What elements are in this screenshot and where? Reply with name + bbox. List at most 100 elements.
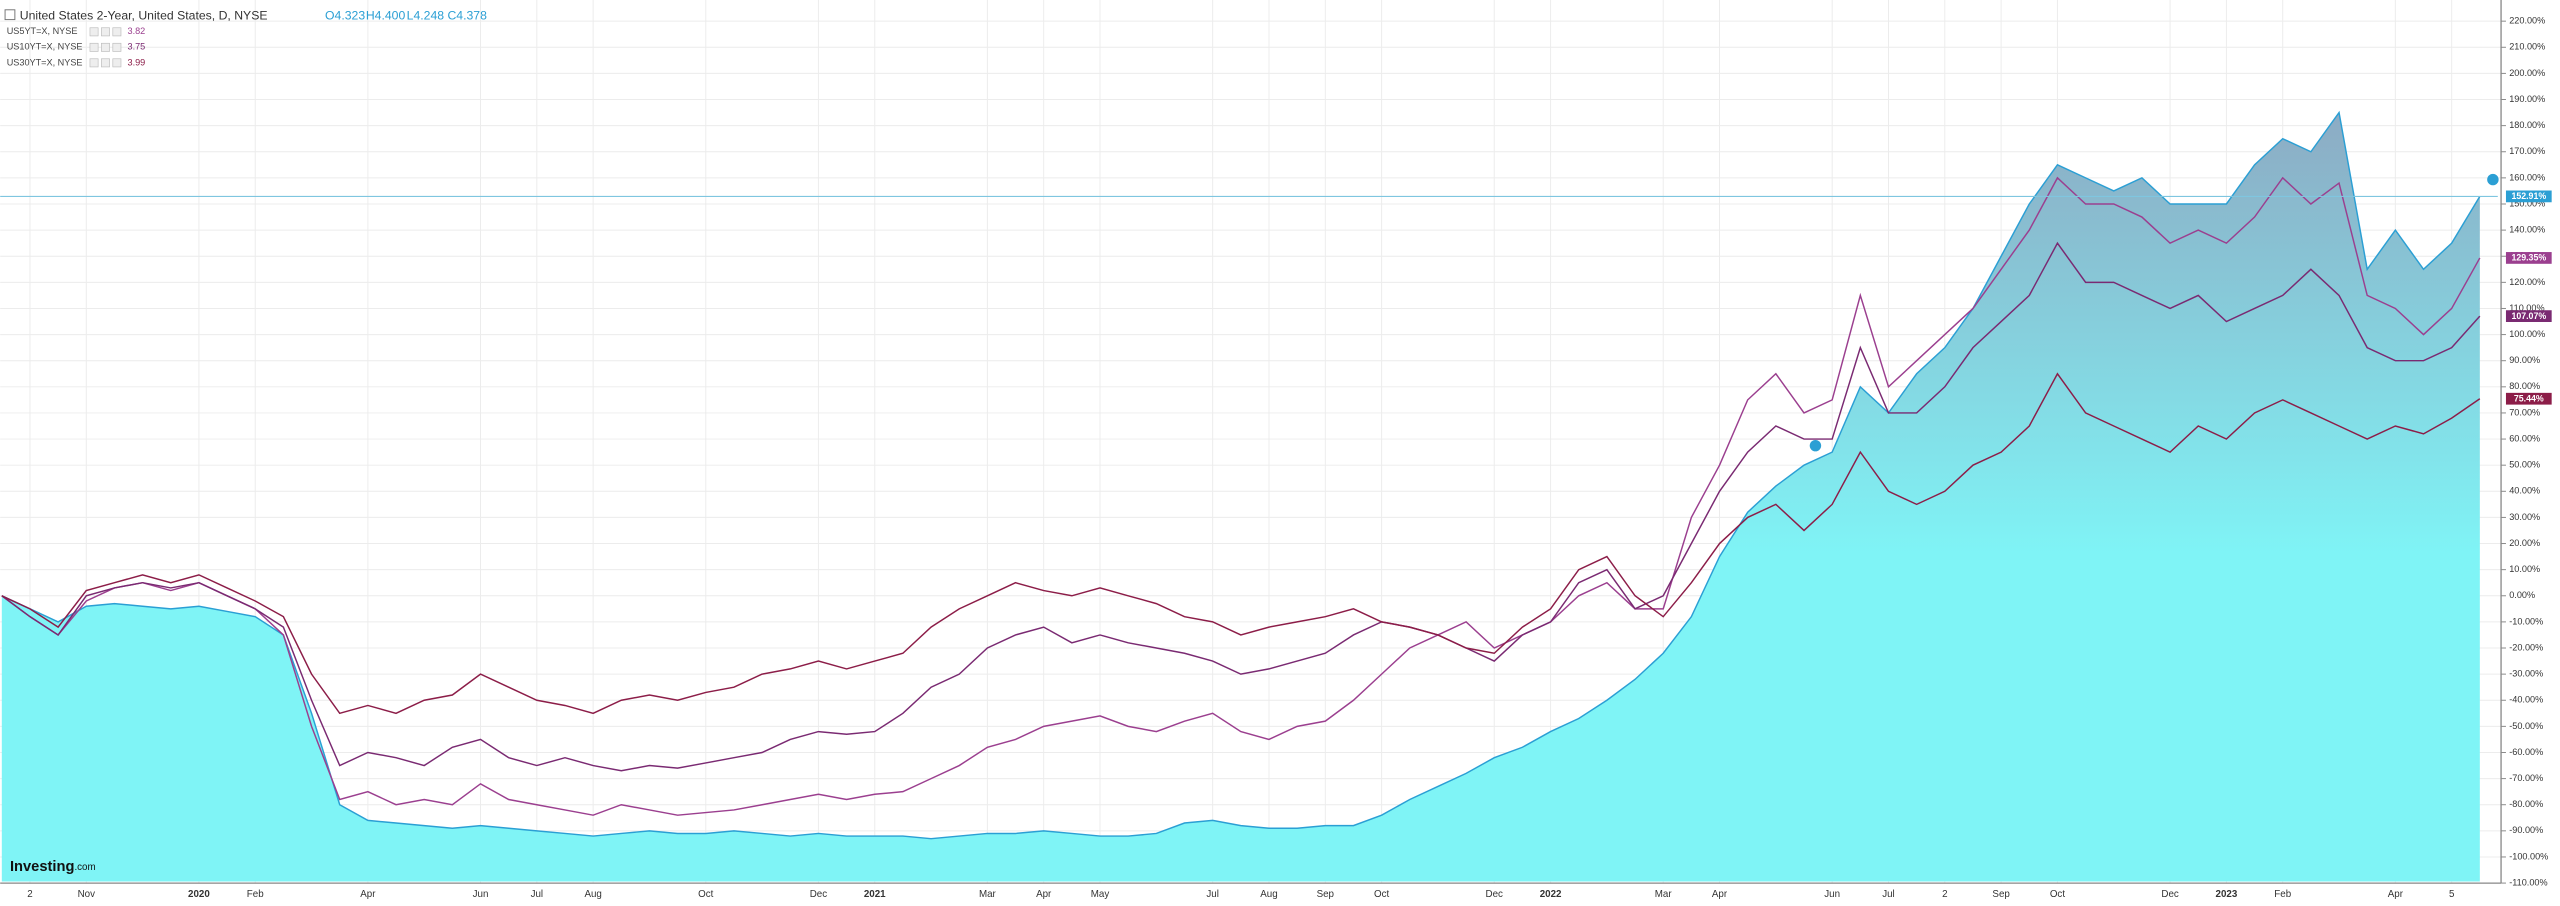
x-tick-label: Apr [360, 889, 376, 900]
legend-icon [112, 42, 122, 52]
last-value-box [2505, 252, 2552, 264]
y-tick-label: 160.00% [2509, 172, 2545, 182]
y-tick-label: 120.00% [2509, 277, 2545, 287]
x-tick-label: Oct [1374, 889, 1389, 900]
y-tick-label: 220.00% [2509, 16, 2545, 26]
x-tick-label: Jun [473, 889, 489, 900]
x-tick-label: Dec [2161, 889, 2179, 900]
line [1, 176, 2481, 816]
y-tick-label: -10.00% [2509, 616, 2543, 626]
last-value-label: 75.44% [2514, 394, 2544, 404]
x-tick-label: May [1091, 889, 1110, 900]
x-tick-label: 2020 [188, 889, 210, 900]
ohlc-value: C4.378 [447, 9, 487, 23]
legend-name: US30YT=X, NYSE [7, 57, 83, 67]
legend-name: US5YT=X, NYSE [7, 26, 78, 36]
plot [0, 110, 2498, 882]
x-tick-label: Dec [1486, 889, 1504, 900]
y-tick-label: 100.00% [2509, 329, 2545, 339]
legend-icon [112, 58, 122, 68]
last-value-box [2505, 392, 2552, 405]
legend-value: 3.99 [128, 57, 146, 67]
last-value-label: 152.91% [2511, 191, 2546, 201]
ohlc-value: H4.400 [366, 9, 406, 23]
legend-icon [101, 58, 110, 68]
y-tick-label: 110.00% [2509, 303, 2544, 313]
legend-name: US10YT=X, NYSE [7, 42, 83, 52]
x-tick-label: Apr [2388, 889, 2404, 900]
y-tick-label: 90.00% [2509, 355, 2540, 365]
y-tick-label: 50.00% [2509, 460, 2540, 470]
ohlc-value: O4.323 [325, 9, 365, 23]
legend-icon [101, 27, 110, 37]
ohlc-value: L4.248 [407, 9, 445, 23]
x-tick-label: 2023 [2216, 889, 2238, 900]
y-tick-label: 80.00% [2509, 381, 2540, 391]
ohlc: O4.323 H4.400 L4.248 C4.378 [325, 9, 487, 23]
y-tick-label: -40.00% [2509, 695, 2543, 705]
x-tick-label: 2021 [864, 889, 886, 900]
y-tick-label: -90.00% [2509, 825, 2543, 835]
last-value-box [2505, 190, 2552, 203]
x-tick-label: Jul [1882, 889, 1895, 900]
event-marker[interactable] [2487, 173, 2499, 186]
x-tick-label: Oct [2050, 889, 2065, 900]
x-tick-label: Aug [584, 889, 601, 900]
x-tick-label: Feb [2274, 889, 2291, 900]
labels: 220.00%210.00%200.00%190.00%180.00%170.0… [27, 16, 2552, 900]
x-tick-label: Jul [531, 889, 544, 900]
y-tick-label: -70.00% [2509, 773, 2543, 783]
y-tick-label: 10.00% [2509, 564, 2540, 574]
x-tick-label: Mar [979, 889, 997, 900]
y-tick-label: 20.00% [2509, 538, 2540, 548]
y-tick-label: -30.00% [2509, 669, 2543, 679]
legend-icon [112, 27, 122, 37]
y-tick-label: -100.00% [2509, 851, 2548, 861]
y-tick-label: -50.00% [2509, 721, 2543, 731]
y-tick-label: 210.00% [2509, 42, 2545, 52]
x-tick-label: Sep [1317, 889, 1335, 900]
x-tick-label: Jun [1824, 889, 1840, 900]
x-tick-label: Jul [1206, 889, 1219, 900]
line [1, 372, 2481, 715]
x-tick-label: Dec [810, 889, 828, 900]
y-tick-label: 180.00% [2509, 120, 2545, 130]
header-title: United States 2-Year, United States, D, … [20, 9, 268, 23]
x-tick-label: Apr [1712, 889, 1728, 900]
legend-value: 3.82 [128, 26, 146, 36]
x-tick-label: 2 [1942, 889, 1947, 900]
legend-icon [89, 58, 99, 68]
y-tick-label: 30.00% [2509, 512, 2540, 522]
x-tick-label: Apr [1036, 889, 1052, 900]
last-value-label: 107.07% [2511, 311, 2546, 321]
y-tick-label: -20.00% [2509, 642, 2543, 652]
legend-icon [89, 27, 99, 37]
legend-value: 3.75 [128, 42, 146, 52]
y-tick-label: 60.00% [2509, 433, 2540, 443]
legend-icon [101, 42, 110, 52]
last-value-label: 129.35% [2511, 253, 2546, 263]
last-value-box [2505, 310, 2552, 322]
x-tick-label: 5 [2449, 889, 2455, 900]
y-tick-label: 0.00% [2509, 590, 2535, 600]
x-tick-label: 2 [27, 889, 32, 900]
y-tick-label: -60.00% [2509, 747, 2543, 757]
x-tick-label: Nov [78, 889, 96, 900]
area [1, 112, 2480, 882]
logo-main: Investing [10, 859, 74, 875]
collapse-icon[interactable] [4, 9, 16, 21]
y-tick-label: -110.00% [2509, 878, 2547, 888]
line [1, 241, 2481, 772]
x-tick-label: Feb [247, 889, 264, 900]
y-tick-label: 40.00% [2509, 486, 2540, 496]
x-tick-label: Aug [1260, 889, 1277, 900]
legend: US5YT=X, NYSE 3.82 US10YT=X, NYSE 3.75 US30Y… [7, 26, 146, 67]
y-tick-label: 190.00% [2509, 94, 2545, 104]
logo: Investing.com [10, 859, 96, 875]
x-tick-label: 2022 [1540, 889, 1562, 900]
logo-suffix: .com [74, 861, 95, 872]
event-marker[interactable] [1809, 439, 1822, 452]
y-tick-label: -80.00% [2509, 799, 2543, 809]
